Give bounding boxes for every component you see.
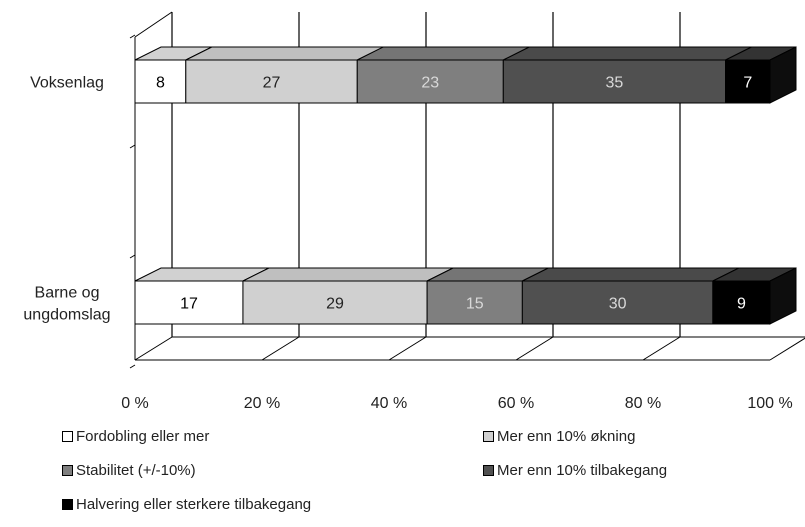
legend-item-4: Halvering eller sterkere tilbakegang xyxy=(62,496,311,513)
top-depth-edge xyxy=(134,11,173,38)
bar-side-1 xyxy=(769,267,797,325)
data-label-0-1: 27 xyxy=(263,75,281,92)
bar-group-0: 8 27 23 35 7 xyxy=(134,46,797,104)
legend-item-1: Mer enn 10% økning xyxy=(483,428,635,445)
bar-side-0 xyxy=(769,46,797,104)
data-label-1-3: 30 xyxy=(609,296,627,313)
bar-segment-0-1 xyxy=(185,59,358,104)
bar-top-0-1 xyxy=(185,46,384,61)
legend-swatch-1 xyxy=(483,431,494,442)
y-tick-0 xyxy=(129,34,136,39)
bar-segment-1-3 xyxy=(521,280,714,325)
x-tick-label-1: 20 % xyxy=(244,395,280,412)
bar-segment-1-1 xyxy=(242,280,428,325)
legend-label-0: Fordobling eller mer xyxy=(76,428,210,445)
bar-segment-0-0 xyxy=(134,59,187,104)
x-tick-label-0: 0 % xyxy=(121,395,149,412)
floor-line-1 xyxy=(261,336,300,361)
category-label-0: Voksenlag xyxy=(30,75,104,92)
legend-label-4: Halvering eller sterkere tilbakegang xyxy=(76,496,312,513)
legend-label-1: Mer enn 10% økning xyxy=(497,428,636,445)
legend-label-3: Mer enn 10% tilbakegang xyxy=(497,462,668,479)
floor-line-0 xyxy=(134,336,173,361)
data-label-0-2: 23 xyxy=(421,75,439,92)
floor-line-3 xyxy=(515,336,554,361)
data-label-1-0: 17 xyxy=(180,296,198,313)
bar-segment-0-4 xyxy=(725,59,771,104)
legend-label-2: Stabilitet (+/-10%) xyxy=(76,462,196,479)
data-label-1-2: 15 xyxy=(466,296,484,313)
legend-item-2: Stabilitet (+/-10%) xyxy=(62,462,196,479)
legend-item-0: Fordobling eller mer xyxy=(62,428,209,445)
bar-top-1-3 xyxy=(522,267,740,282)
x-tick-label-2: 40 % xyxy=(371,395,407,412)
floor-line-2 xyxy=(388,336,427,361)
legend-item-3: Mer enn 10% tilbakegang xyxy=(483,462,667,479)
x-tick-label-3: 60 % xyxy=(498,395,534,412)
bar-segment-1-4 xyxy=(712,280,771,325)
x-tick-label-5: 100 % xyxy=(747,395,792,412)
bar-group-1: 17 29 15 30 9 xyxy=(134,267,797,325)
bar-top-1-1 xyxy=(242,267,454,282)
category-label-1: Barne og ungdomslag xyxy=(23,285,110,324)
data-label-1-4: 9 xyxy=(737,296,746,313)
data-label-1-1: 29 xyxy=(326,296,344,313)
bar-segment-0-3 xyxy=(502,59,727,104)
bar-segment-1-2 xyxy=(426,280,523,325)
legend-swatch-0 xyxy=(62,431,73,442)
floor-line-5 xyxy=(769,337,805,361)
legend-swatch-4 xyxy=(62,499,73,510)
data-label-0-0: 8 xyxy=(156,75,165,92)
bar-top-0-2 xyxy=(357,46,530,61)
y-tick-3 xyxy=(129,364,136,369)
data-label-0-4: 7 xyxy=(743,75,752,92)
bar-segment-1-0 xyxy=(134,280,244,325)
y-tick-1 xyxy=(129,144,136,149)
y-tick-2 xyxy=(129,254,136,259)
x-tick-label-4: 80 % xyxy=(625,395,661,412)
data-label-0-3: 35 xyxy=(606,75,624,92)
bar-top-0-3 xyxy=(503,46,752,61)
legend-swatch-2 xyxy=(62,465,73,476)
legend-swatch-3 xyxy=(483,465,494,476)
floor-line-4 xyxy=(642,336,681,361)
